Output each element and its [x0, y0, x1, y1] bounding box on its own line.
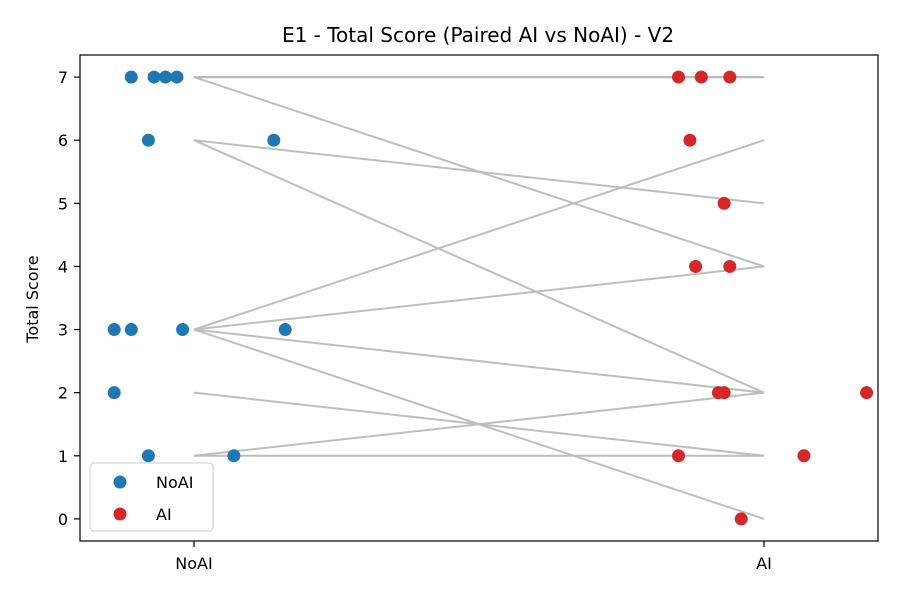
noai-point	[124, 323, 138, 337]
legend-marker	[113, 507, 127, 521]
noai-point	[147, 70, 161, 84]
legend-box	[89, 462, 214, 532]
ai-point	[689, 259, 703, 273]
y-tick-label: 1	[58, 447, 68, 466]
legend-label: AI	[156, 505, 172, 524]
y-axis-label: Total Score	[23, 255, 42, 343]
plot-frame	[79, 54, 879, 542]
noai-point	[107, 386, 121, 400]
noai-point	[141, 133, 155, 147]
noai-point	[170, 70, 184, 84]
legend: NoAI AI	[89, 462, 214, 532]
ai-point	[723, 70, 737, 84]
x-tick-label: NoAI	[175, 554, 212, 573]
pair-line	[193, 391, 765, 457]
y-tick-label: 7	[58, 68, 68, 87]
ai-point	[717, 196, 731, 210]
pair-lines	[193, 76, 765, 520]
x-tick-label: AI	[756, 554, 772, 573]
y-tick-label: 0	[58, 510, 68, 529]
noai-point	[141, 449, 155, 463]
ai-point	[797, 449, 811, 463]
ai-point	[694, 70, 708, 84]
noai-point	[159, 70, 172, 84]
ai-point	[723, 259, 737, 273]
legend-label: NoAI	[156, 473, 193, 492]
noai-point	[176, 323, 190, 337]
y-tick-label: 3	[58, 321, 68, 340]
ai-point	[860, 386, 874, 400]
axes: 0 1 2 3 4 5 6 7 NoAI AI	[58, 54, 879, 573]
ai-point	[672, 449, 685, 463]
ai-point	[734, 512, 748, 526]
chart-title: E1 - Total Score (Paired AI vs NoAI) - V…	[282, 23, 674, 47]
ai-point	[672, 70, 685, 84]
pair-line	[193, 139, 765, 331]
y-tick-label: 2	[58, 384, 68, 403]
noai-point	[227, 449, 241, 463]
pair-line	[193, 139, 765, 205]
y-tick-label: 6	[58, 131, 68, 150]
ai-point	[711, 386, 725, 400]
noai-point	[267, 133, 281, 147]
noai-point	[124, 70, 138, 84]
y-tick-label: 4	[58, 257, 68, 276]
noai-point	[278, 323, 292, 337]
pair-line	[193, 328, 765, 394]
data-points	[107, 70, 874, 526]
pair-line	[193, 139, 765, 394]
ai-point	[683, 133, 697, 147]
noai-point	[107, 323, 121, 337]
legend-marker	[113, 475, 127, 489]
pair-line	[193, 265, 765, 331]
y-tick-label: 5	[58, 194, 68, 213]
